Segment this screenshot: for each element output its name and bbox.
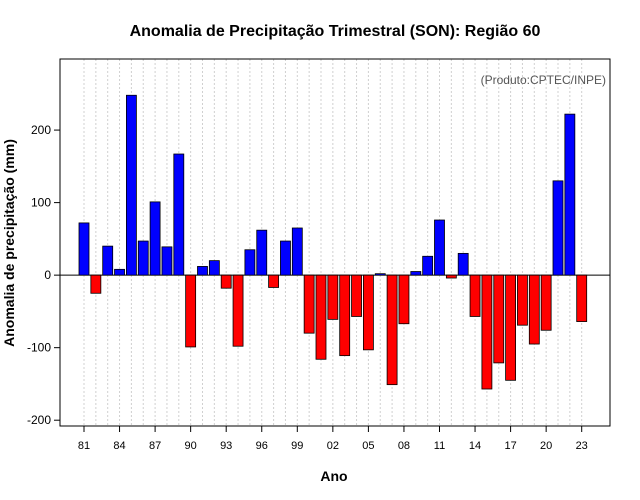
- bar-1987: [149, 201, 161, 276]
- bar-2011: [434, 219, 445, 276]
- bar-2022: [564, 113, 576, 276]
- x-tick-label: 05: [362, 440, 374, 452]
- bar-2018: [517, 274, 528, 326]
- credit-label: (Produto:CPTEC/INPE): [481, 73, 606, 87]
- plot-frame: [59, 58, 611, 427]
- bar-2021: [552, 180, 564, 276]
- y-tick-label: -100: [27, 341, 51, 355]
- bar-1992: [208, 260, 220, 276]
- bar-2013: [457, 252, 469, 276]
- bar-2007: [386, 274, 398, 386]
- x-tick-label: 23: [576, 440, 588, 452]
- x-tick-label: 20: [540, 440, 552, 452]
- bar-1988: [161, 246, 173, 276]
- x-tick-label: 99: [291, 440, 303, 452]
- y-tick-label: -200: [27, 413, 51, 427]
- bar-2019: [528, 274, 540, 345]
- x-tick-label: 90: [185, 440, 197, 452]
- bar-1986: [137, 240, 149, 276]
- bars: [78, 94, 588, 390]
- bar-1984: [114, 268, 125, 276]
- x-tick-label: 84: [113, 440, 125, 452]
- bar-1999: [291, 227, 303, 276]
- x-axis-label: Ano: [320, 468, 347, 484]
- bar-2023: [576, 274, 588, 322]
- y-tick-label: 200: [31, 123, 51, 137]
- bar-2003: [339, 274, 351, 357]
- y-axis-label: Anomalia de precipitação (mm): [1, 139, 17, 347]
- x-tick-label: 81: [78, 440, 90, 452]
- bar-1996: [256, 229, 268, 276]
- bar-1985: [126, 94, 137, 276]
- x-tick-label: 02: [327, 440, 339, 452]
- bar-2005: [362, 274, 374, 351]
- x-tick-label: 87: [149, 440, 161, 452]
- x-axis: 81 84 87 90 93 96 99 02 05 08 11 14 17 20 23: [78, 426, 588, 452]
- bar-2006: [374, 273, 386, 276]
- bar-2020: [540, 274, 552, 331]
- bar-2014: [469, 274, 481, 317]
- x-tick-label: 17: [504, 440, 516, 452]
- bar-1990: [185, 274, 197, 348]
- x-tick-label: 08: [398, 440, 410, 452]
- y-tick-label: 0: [44, 268, 51, 282]
- bar-1997: [268, 274, 280, 288]
- bar-2015: [481, 274, 493, 390]
- bar-1981: [78, 222, 90, 276]
- bar-1991: [197, 266, 208, 276]
- bar-2010: [422, 255, 434, 276]
- bar-1995: [244, 249, 256, 276]
- y-tick-label: 100: [31, 196, 51, 210]
- bar-2000: [303, 274, 315, 334]
- y-axis: -200 -100 0 100 200: [27, 123, 60, 427]
- bar-2009: [410, 271, 422, 276]
- bar-1983: [102, 245, 114, 276]
- bar-2008: [398, 274, 410, 325]
- bar-1994: [232, 274, 244, 347]
- bar-2012: [445, 274, 457, 279]
- x-tick-label: 96: [256, 440, 268, 452]
- chart-title: Anomalia de Precipitação Trimestral (SON…: [130, 23, 541, 40]
- x-tick-label: 11: [434, 440, 445, 452]
- bar-2004: [351, 274, 362, 317]
- bar-1993: [220, 274, 232, 289]
- bar-2001: [315, 274, 327, 360]
- x-tick-label: 14: [469, 440, 481, 452]
- bar-2002: [327, 274, 339, 320]
- bar-1982: [90, 274, 102, 294]
- bar-2017: [505, 274, 517, 381]
- bar-1998: [280, 240, 291, 276]
- bar-1989: [173, 153, 185, 276]
- bar-2016: [493, 274, 505, 364]
- x-tick-label: 93: [220, 440, 232, 452]
